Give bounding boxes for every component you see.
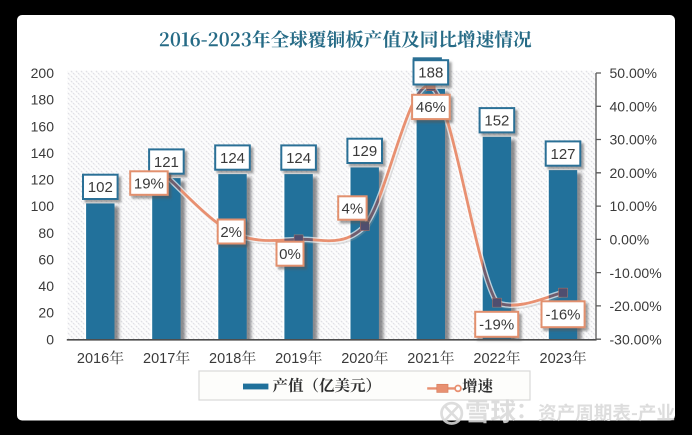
svg-text:20.00%: 20.00% [610, 165, 657, 181]
svg-text:-10.00%: -10.00% [610, 265, 662, 281]
svg-text:-19%: -19% [479, 317, 514, 334]
svg-text:46%: 46% [416, 99, 446, 116]
svg-text:60: 60 [38, 251, 54, 267]
svg-text:40: 40 [38, 278, 54, 294]
svg-text:124: 124 [286, 150, 311, 167]
svg-text:2%: 2% [220, 224, 242, 241]
svg-text:50.00%: 50.00% [610, 65, 657, 81]
svg-text:200: 200 [31, 65, 55, 81]
svg-text:-20.00%: -20.00% [610, 298, 662, 314]
svg-text:0: 0 [46, 331, 54, 347]
svg-text:127: 127 [550, 146, 575, 163]
svg-text:120: 120 [31, 172, 55, 188]
svg-text:2021: 2021 [407, 351, 439, 367]
svg-text:-16%: -16% [545, 307, 580, 324]
svg-text:188: 188 [418, 65, 443, 82]
svg-text:30.00%: 30.00% [610, 132, 657, 148]
svg-text:2022: 2022 [473, 351, 505, 367]
svg-text:152: 152 [484, 113, 509, 130]
svg-text:2016: 2016 [77, 351, 109, 367]
svg-text:19%: 19% [134, 175, 164, 192]
svg-text:40.00%: 40.00% [610, 98, 657, 114]
svg-text:124: 124 [220, 150, 245, 167]
svg-text:2018: 2018 [209, 351, 241, 367]
svg-text:2019: 2019 [275, 351, 307, 367]
svg-text:20: 20 [38, 305, 54, 321]
svg-text:-30.00%: -30.00% [610, 331, 662, 347]
svg-text:0.00%: 0.00% [610, 232, 650, 248]
svg-text:180: 180 [31, 92, 55, 108]
svg-text:100: 100 [31, 198, 55, 214]
svg-text:80: 80 [38, 225, 54, 241]
svg-text:121: 121 [154, 154, 179, 171]
svg-text:2020: 2020 [341, 351, 373, 367]
svg-text:129: 129 [352, 143, 377, 160]
svg-text:2017: 2017 [143, 351, 175, 367]
svg-text:10.00%: 10.00% [610, 198, 657, 214]
svg-text:140: 140 [31, 145, 55, 161]
svg-text:102: 102 [88, 179, 113, 196]
svg-text:2023: 2023 [540, 351, 572, 367]
svg-text:0%: 0% [279, 246, 301, 263]
svg-text:160: 160 [31, 118, 55, 134]
svg-text:4%: 4% [342, 200, 364, 217]
